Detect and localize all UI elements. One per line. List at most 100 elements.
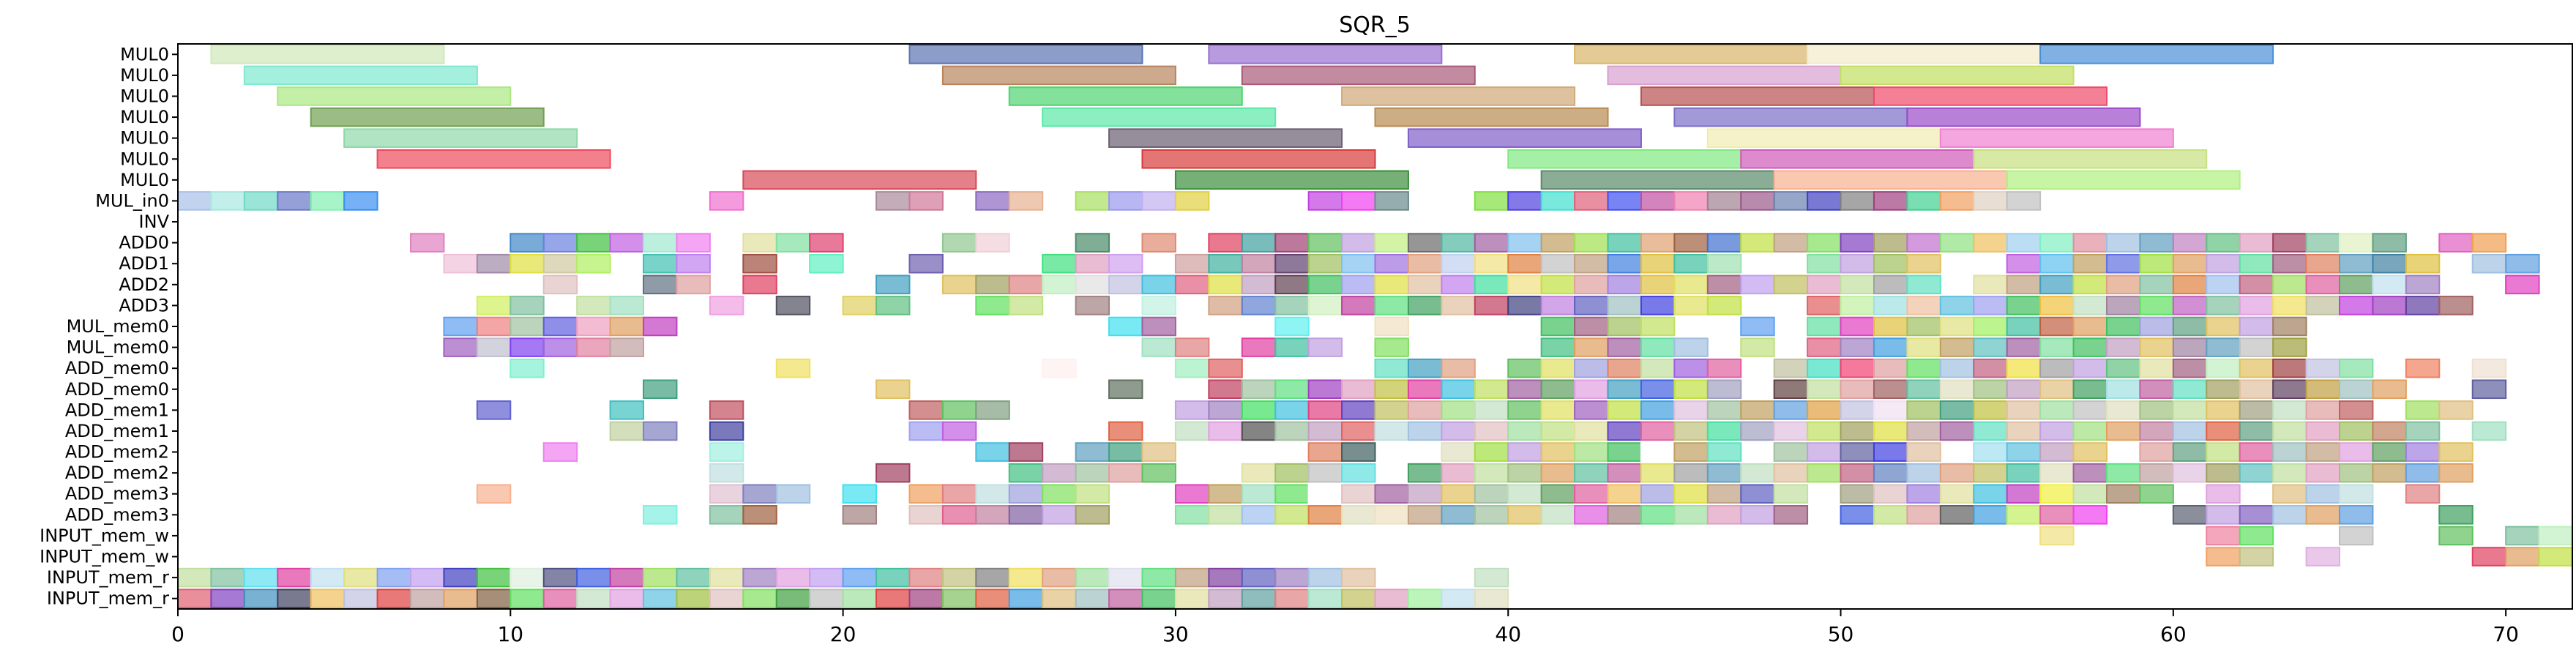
task-bar	[1640, 86, 1875, 106]
task-bar	[1307, 442, 1343, 462]
task-bar	[709, 588, 744, 609]
task-bar	[1807, 45, 2042, 64]
task-bar	[1042, 253, 1077, 274]
task-bar	[1374, 191, 1409, 211]
task-bar	[1574, 358, 1609, 378]
task-bar	[1574, 421, 1609, 441]
task-bar	[2438, 505, 2474, 525]
task-bar	[1673, 442, 1709, 462]
task-bar	[2139, 484, 2174, 504]
task-bar	[1773, 170, 2008, 190]
task-bar	[975, 505, 1010, 525]
task-bar	[2006, 233, 2042, 253]
task-bar	[1108, 128, 1343, 148]
task-bar	[1008, 484, 1044, 504]
task-bar	[1773, 233, 1809, 253]
task-bar	[1939, 421, 1975, 441]
task-bar	[1174, 337, 1210, 357]
task-bar	[2338, 358, 2374, 378]
task-bar	[1407, 358, 1443, 378]
task-bar	[2272, 358, 2307, 378]
row-label: ADD_mem2	[65, 442, 169, 463]
task-bar	[1075, 567, 1110, 588]
task-bar	[2505, 274, 2540, 295]
task-bar	[1540, 170, 1775, 190]
task-bar	[1174, 253, 1210, 274]
task-bar	[1341, 442, 1376, 462]
task-bar	[1507, 442, 1542, 462]
task-bar	[1174, 588, 1210, 609]
task-bar	[2105, 274, 2141, 295]
task-bar	[476, 567, 512, 588]
task-bar	[2305, 274, 2340, 295]
task-bar	[1574, 463, 1609, 483]
task-bar	[1507, 191, 1542, 211]
task-bar	[1507, 233, 1542, 253]
task-bar	[1640, 400, 1676, 420]
x-tick-label: 0	[171, 622, 184, 646]
task-bar	[1939, 337, 1975, 357]
task-bar	[1374, 505, 1409, 525]
task-bar	[1706, 463, 1742, 483]
task-bar	[2305, 379, 2340, 400]
task-bar	[2039, 253, 2075, 274]
task-bar	[1008, 86, 1243, 106]
task-bar	[1075, 484, 1110, 504]
task-bar	[1706, 400, 1742, 420]
task-bar	[1407, 233, 1443, 253]
task-bar	[1673, 421, 1709, 441]
task-bar	[1939, 128, 2174, 148]
task-bar	[1341, 191, 1376, 211]
task-bar	[1607, 484, 1642, 504]
task-bar	[1873, 421, 1908, 441]
task-bar	[2272, 463, 2307, 483]
task-bar	[1507, 463, 1542, 483]
task-bar	[876, 296, 911, 315]
task-bar	[809, 253, 844, 274]
task-bar	[2372, 463, 2407, 483]
task-bar	[1740, 421, 1775, 441]
task-bar	[2172, 296, 2208, 315]
task-bar	[1939, 233, 1975, 253]
task-bar	[1773, 358, 1809, 378]
row-label: ADD_mem1	[65, 421, 169, 441]
x-tick-label: 10	[497, 622, 523, 646]
task-bar	[1706, 296, 1742, 315]
task-bar	[1740, 463, 1775, 483]
task-bar	[1840, 484, 1875, 504]
task-bar	[1241, 567, 1277, 588]
task-bar	[2239, 463, 2274, 483]
task-bar	[1740, 149, 1975, 169]
task-bar	[2239, 274, 2274, 295]
task-bar	[476, 484, 512, 504]
task-bar	[1008, 588, 1044, 609]
task-bar	[2039, 274, 2075, 295]
task-bar	[908, 421, 944, 441]
task-bar	[2039, 505, 2075, 525]
task-bar	[1673, 191, 1709, 211]
task-bar	[177, 588, 212, 609]
task-bar	[643, 253, 678, 274]
task-bar	[1607, 442, 1642, 462]
task-bar	[1740, 337, 1775, 357]
task-bar	[1540, 400, 1576, 420]
task-bar	[2006, 442, 2042, 462]
task-bar	[2172, 337, 2208, 357]
task-bar	[1973, 442, 2008, 462]
task-bar	[1108, 253, 1143, 274]
task-bar	[2438, 296, 2474, 315]
task-bar	[1075, 191, 1110, 211]
task-bar	[277, 191, 312, 211]
task-bar	[2206, 442, 2241, 462]
task-bar	[1773, 505, 1809, 525]
task-bar	[609, 567, 645, 588]
task-bar	[2305, 547, 2340, 567]
task-bar	[1906, 358, 1941, 378]
task-bar	[1640, 484, 1676, 504]
task-bar	[1441, 463, 1476, 483]
task-bar	[509, 588, 545, 609]
task-bar	[1973, 316, 2008, 337]
task-bar	[2239, 421, 2274, 441]
task-bar	[1108, 463, 1143, 483]
task-bar	[1407, 128, 1642, 148]
